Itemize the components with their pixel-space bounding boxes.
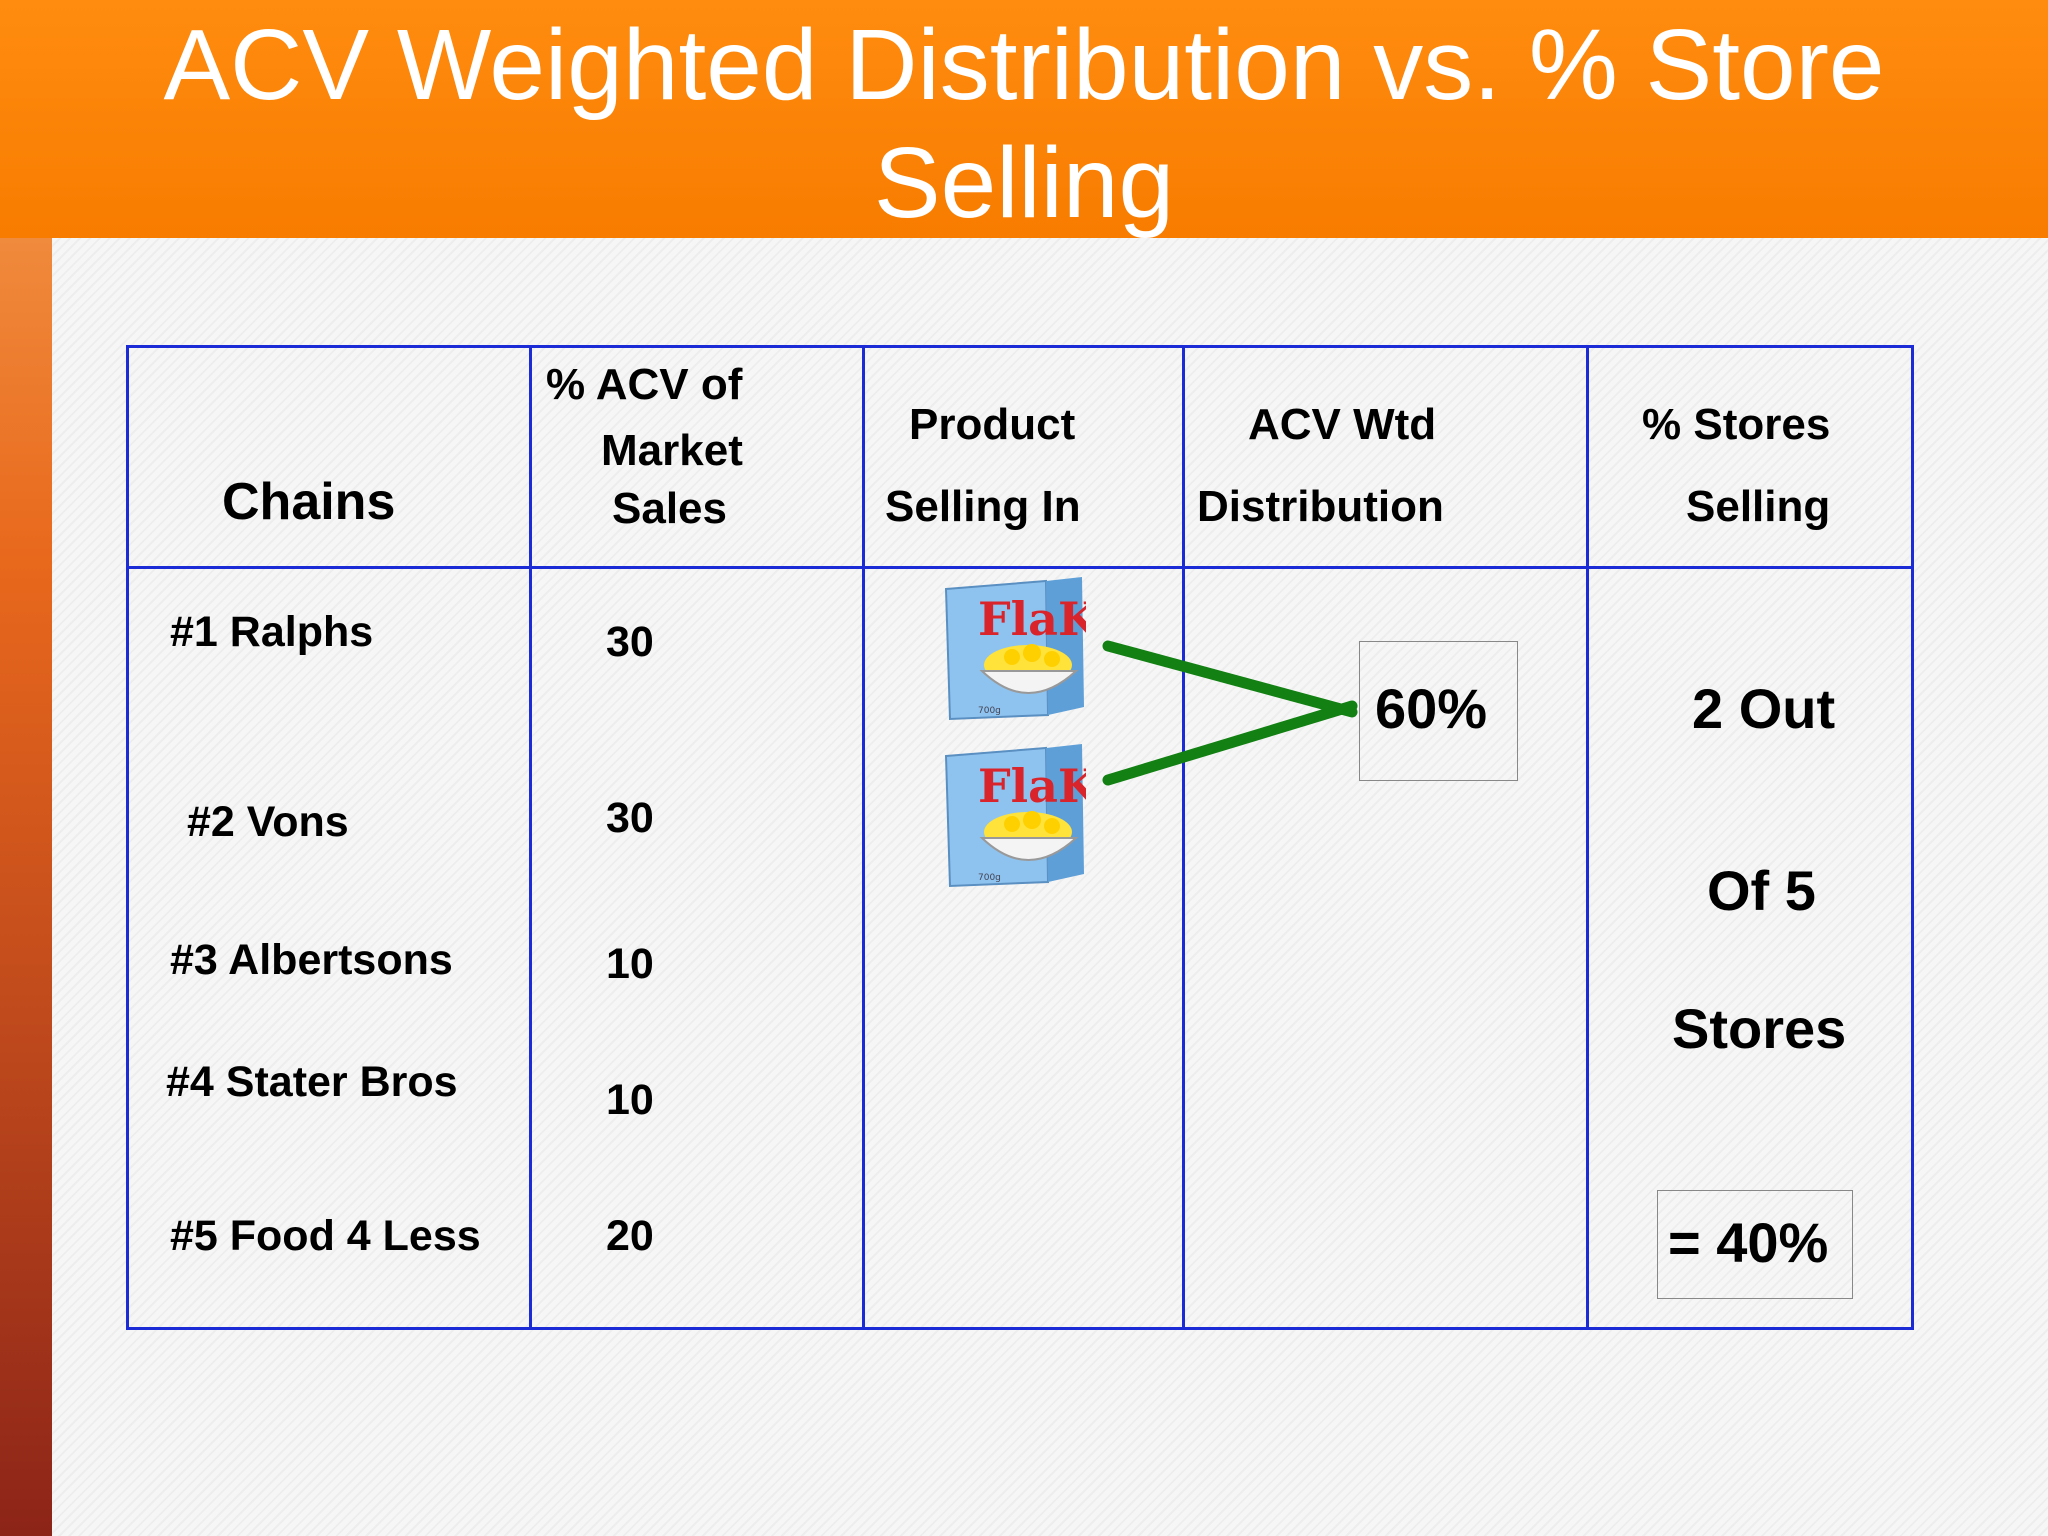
- slide-title: ACV Weighted Distribution vs. % Store Se…: [0, 6, 2048, 242]
- chain-name: #1 Ralphs: [170, 608, 374, 656]
- chain-name: #2 Vons: [187, 798, 349, 846]
- header-stores-line2: Selling: [1686, 482, 1831, 531]
- chain-name: #5 Food 4 Less: [170, 1212, 481, 1260]
- stores-line2: Of 5: [1707, 859, 1816, 922]
- header-stores-line1: % Stores: [1642, 400, 1831, 449]
- header-acv-line1: % ACV of: [546, 360, 743, 409]
- stores-result-box: [1657, 1190, 1853, 1299]
- acv-value: 10: [606, 940, 654, 988]
- acv-value: 10: [606, 1076, 654, 1124]
- column-divider: [1182, 348, 1185, 1327]
- acv-value: 30: [606, 618, 654, 666]
- slide-title-line2: Selling: [873, 127, 1175, 239]
- header-chains: Chains: [222, 473, 396, 531]
- slide-title-line1: ACV Weighted Distribution vs. % Store: [163, 9, 1885, 121]
- chain-name: #4 Stater Bros: [166, 1058, 458, 1106]
- header-product-line2: Selling In: [885, 482, 1081, 531]
- acv-wtd-result: 60%: [1375, 677, 1488, 740]
- column-divider: [1586, 348, 1589, 1327]
- acv-table: [126, 345, 1914, 1330]
- column-divider: [529, 348, 532, 1327]
- product-weight: 700g: [978, 706, 1001, 716]
- stores-line1: 2 Out: [1692, 677, 1836, 740]
- header-divider: [129, 566, 1911, 569]
- acv-value: 20: [606, 1212, 654, 1260]
- stores-result: = 40%: [1668, 1211, 1829, 1274]
- header-acv-line3: Sales: [612, 484, 727, 533]
- acv-wtd-result-box: [1359, 641, 1518, 781]
- left-accent-strip: [0, 238, 52, 1536]
- stores-line3: Stores: [1672, 997, 1847, 1060]
- header-wtd-line2: Distribution: [1197, 482, 1444, 531]
- cereal-box-icon: FlaKes 700g: [944, 577, 1086, 721]
- product-weight: 700g: [978, 873, 1001, 883]
- product-label: FlaKes: [978, 592, 1086, 646]
- chain-name: #3 Albertsons: [170, 936, 453, 984]
- cereal-box-icon: FlaKes 700g: [944, 744, 1086, 888]
- header-wtd-line1: ACV Wtd: [1248, 400, 1437, 449]
- acv-value: 30: [606, 794, 654, 842]
- product-label: FlaKes: [978, 759, 1086, 813]
- title-bar: ACV Weighted Distribution vs. % Store Se…: [0, 0, 2048, 239]
- header-product-line1: Product: [909, 400, 1076, 449]
- header-acv-line2: Market: [601, 426, 743, 475]
- column-divider: [862, 348, 865, 1327]
